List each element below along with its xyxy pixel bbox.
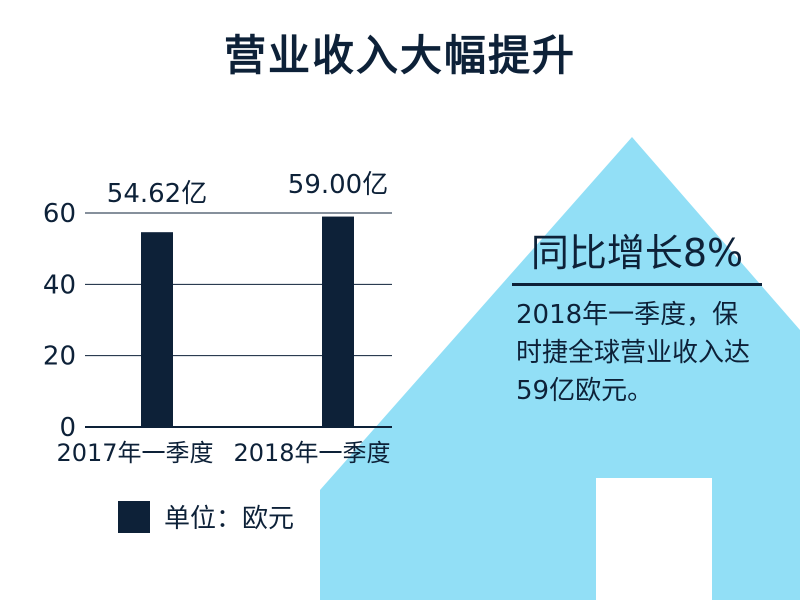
arrow-shape bbox=[320, 137, 800, 600]
x-tick-label: 2018年一季度 bbox=[233, 439, 390, 467]
data-label: 54.62亿 bbox=[107, 179, 207, 209]
bar bbox=[141, 232, 173, 427]
growth-heading: 同比增长8% bbox=[512, 222, 762, 286]
legend-label: 单位：欧元 bbox=[164, 504, 295, 534]
growth-description: 2018年一季度，保时捷全球营业收入达59亿欧元。 bbox=[516, 300, 751, 406]
x-tick-label: 2017年一季度 bbox=[56, 439, 213, 467]
growth-panel: 同比增长8% 2018年一季度，保时捷全球营业收入达59亿欧元。 bbox=[512, 222, 762, 410]
y-tick-label: 40 bbox=[43, 270, 76, 300]
y-tick-label: 60 bbox=[43, 199, 76, 229]
data-label: 59.00亿 bbox=[288, 170, 388, 200]
y-tick-label: 0 bbox=[59, 413, 76, 443]
page-title: 营业收入大幅提升 bbox=[223, 31, 576, 80]
bar bbox=[322, 216, 354, 427]
legend: 单位：欧元 bbox=[118, 498, 294, 535]
y-tick-label: 20 bbox=[43, 342, 76, 372]
legend-swatch bbox=[118, 500, 150, 533]
